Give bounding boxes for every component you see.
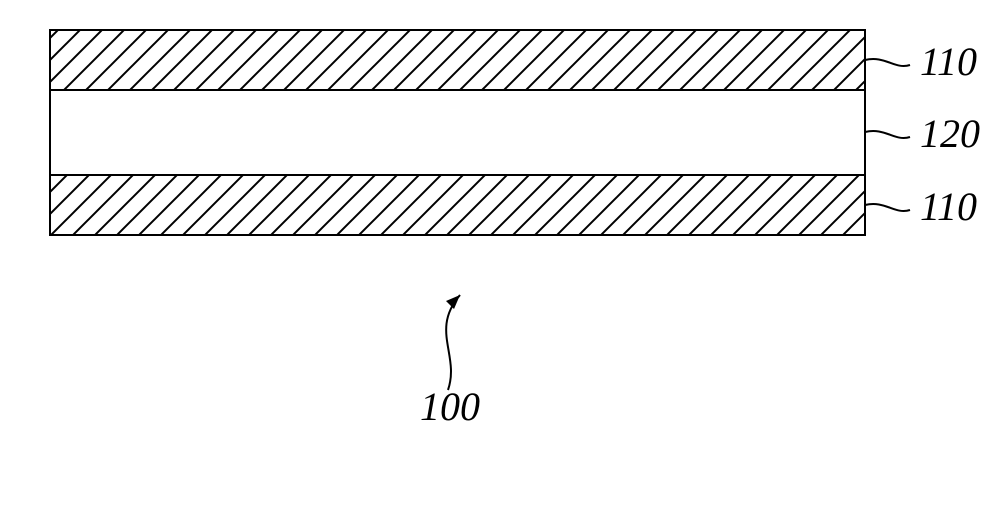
leader-assembly xyxy=(446,295,460,390)
assembly-reference: 100 xyxy=(420,295,480,429)
label-middle: 120 xyxy=(920,111,980,156)
layer-top xyxy=(50,30,865,90)
leader-bottom xyxy=(865,204,910,211)
layer-stack-diagram: 110 120 110 100 xyxy=(0,0,1000,510)
leader-top xyxy=(865,59,910,66)
label-assembly: 100 xyxy=(420,384,480,429)
callouts: 110 120 110 xyxy=(865,39,980,229)
arrowhead-icon xyxy=(446,295,460,309)
layer-bottom xyxy=(50,175,865,235)
layer-middle xyxy=(50,90,865,175)
leader-middle xyxy=(865,131,910,138)
layer-stack xyxy=(50,30,865,235)
label-bottom: 110 xyxy=(920,184,977,229)
label-top: 110 xyxy=(920,39,977,84)
